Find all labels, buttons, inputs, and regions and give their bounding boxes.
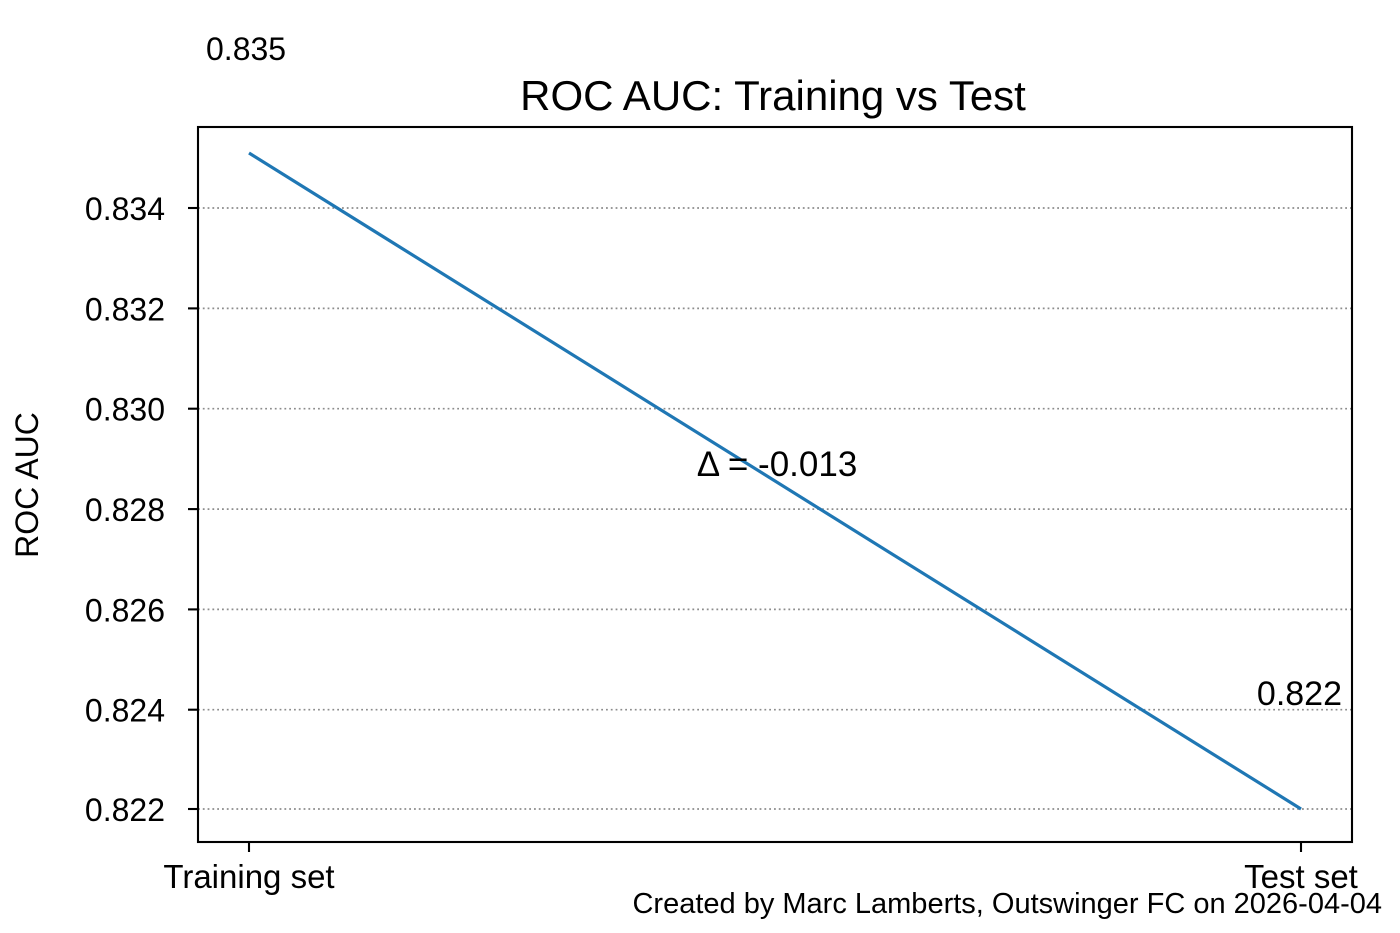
svg-text:0.828: 0.828 bbox=[85, 492, 165, 528]
svg-text:0.822: 0.822 bbox=[85, 792, 165, 828]
svg-text:0.824: 0.824 bbox=[85, 693, 165, 729]
svg-text:Training set: Training set bbox=[163, 858, 334, 895]
svg-text:0.822: 0.822 bbox=[1257, 675, 1342, 713]
svg-text:0.835: 0.835 bbox=[206, 31, 286, 67]
svg-text:0.834: 0.834 bbox=[85, 191, 165, 227]
svg-text:ROC AUC: ROC AUC bbox=[9, 412, 45, 558]
svg-text:Δ = -0.013: Δ = -0.013 bbox=[697, 445, 858, 484]
svg-text:ROC AUC: Training vs Test: ROC AUC: Training vs Test bbox=[520, 72, 1026, 119]
svg-text:0.830: 0.830 bbox=[85, 392, 165, 428]
svg-text:0.826: 0.826 bbox=[85, 592, 165, 628]
svg-text:Created by Marc Lamberts, Outs: Created by Marc Lamberts, Outswinger FC … bbox=[632, 888, 1382, 920]
svg-text:0.832: 0.832 bbox=[85, 291, 165, 327]
